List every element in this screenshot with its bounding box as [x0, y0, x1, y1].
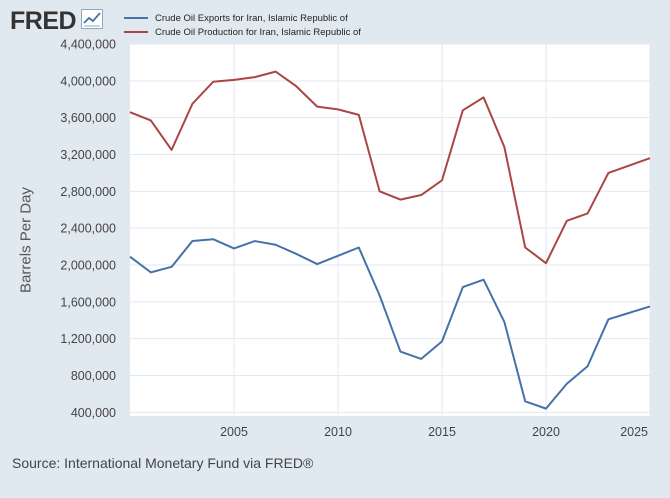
legend-label-exports: Crude Oil Exports for Iran, Islamic Repu…: [155, 12, 348, 24]
chart-line-icon: [81, 9, 104, 34]
series-lines: [129, 70, 651, 410]
legend: Crude Oil Exports for Iran, Islamic Repu…: [124, 11, 361, 39]
y-tick-label: 2,800,000: [60, 185, 116, 199]
logo-text: FRED: [10, 7, 77, 35]
y-tick-label: 1,200,000: [60, 332, 116, 346]
fred-logo[interactable]: FRED: [10, 7, 104, 35]
x-axis-ticks: 2005 2010 2015 2020 2025: [220, 425, 648, 439]
series-line-production[interactable]: [129, 70, 651, 265]
series-line-exports[interactable]: [129, 238, 651, 410]
legend-item-production[interactable]: Crude Oil Production for Iran, Islamic R…: [124, 25, 361, 39]
legend-swatch-exports: [124, 17, 148, 19]
y-tick-label: 3,600,000: [60, 111, 116, 125]
y-tick-label: 2,000,000: [60, 258, 116, 272]
legend-label-production: Crude Oil Production for Iran, Islamic R…: [155, 26, 361, 38]
x-tick-label: 2015: [428, 425, 456, 439]
y-tick-label: 400,000: [71, 406, 116, 420]
x-tick-label: 2020: [532, 425, 560, 439]
x-tick-label: 2025: [620, 425, 648, 439]
plot-area: [130, 44, 650, 416]
y-tick-label: 3,200,000: [60, 148, 116, 162]
x-tick-label: 2010: [324, 425, 352, 439]
y-tick-label: 800,000: [71, 369, 116, 383]
y-tick-label: 4,400,000: [60, 38, 116, 52]
legend-item-exports[interactable]: Crude Oil Exports for Iran, Islamic Repu…: [124, 11, 361, 25]
source-note: Source: International Monetary Fund via …: [12, 455, 314, 471]
y-tick-label: 4,000,000: [60, 74, 116, 88]
x-tick-label: 2005: [220, 425, 248, 439]
y-tick-label: 1,600,000: [60, 295, 116, 309]
gridlines: [130, 43, 651, 416]
y-tick-label: 2,400,000: [60, 222, 116, 236]
legend-swatch-production: [124, 31, 148, 33]
y-axis-ticks: 400,000 800,000 1,200,000 1,600,000 2,000,00…: [60, 38, 116, 420]
y-axis-title: Barrels Per Day: [17, 187, 35, 293]
